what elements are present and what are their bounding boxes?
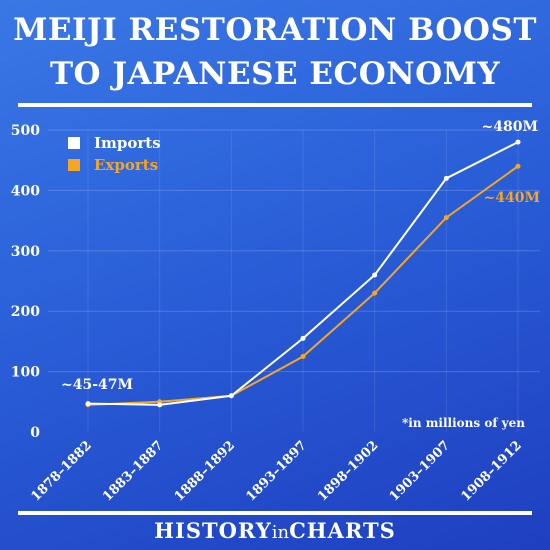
data-point-exports — [443, 215, 449, 221]
x-tick-label: 1893–1897 — [243, 438, 309, 504]
annotation-start: ~45-47M — [61, 377, 133, 393]
x-tick-label: 1903–1907 — [387, 438, 453, 504]
y-tick-label: 300 — [11, 244, 40, 260]
data-point-imports — [85, 401, 91, 407]
annotation-exports-end: ~440M — [484, 190, 540, 206]
y-tick-label: 500 — [11, 123, 40, 139]
legend-swatch-imports — [68, 137, 80, 149]
x-tick-label: 1898–1902 — [315, 438, 381, 504]
x-tick-label: 1883–1887 — [100, 438, 166, 504]
chart-title: MEIJI RESTORATION BOOST TO JAPANESE ECON… — [0, 8, 550, 96]
brand-part-3: CHARTS — [289, 518, 396, 543]
data-point-imports — [515, 139, 521, 145]
legend-item-imports: Imports — [68, 134, 161, 152]
data-point-exports — [515, 163, 521, 169]
chart-title-line-1: MEIJI RESTORATION BOOST — [13, 12, 537, 48]
brand-part-2: in — [271, 522, 290, 543]
legend-swatch-exports — [68, 159, 80, 171]
y-tick-label: 100 — [11, 365, 40, 381]
brand-logo: HISTORYinCHARTS — [0, 518, 550, 543]
units-note: *in millions of yen — [402, 416, 526, 430]
legend-label-exports: Exports — [94, 156, 159, 174]
data-point-exports — [372, 290, 378, 296]
x-tick-label: 1878–1882 — [28, 438, 94, 504]
brand-part-1: HISTORY — [154, 518, 272, 543]
y-tick-label: 200 — [11, 304, 40, 320]
annotation-imports-end: ~480M — [482, 119, 538, 135]
footer-divider — [18, 511, 532, 515]
data-point-imports — [228, 393, 234, 399]
x-tick-label: 1888–1892 — [172, 438, 238, 504]
data-point-imports — [300, 335, 306, 341]
data-point-exports — [300, 354, 306, 359]
legend-label-imports: Imports — [94, 134, 161, 152]
data-point-imports — [157, 402, 163, 408]
legend-item-exports: Exports — [68, 156, 158, 174]
data-point-imports — [443, 175, 449, 181]
chart-title-line-2: TO JAPANESE ECONOMY — [49, 56, 501, 92]
data-point-imports — [372, 272, 378, 278]
title-divider — [18, 103, 532, 107]
x-tick-label: 1908–1912 — [458, 438, 524, 504]
y-tick-label: 0 — [30, 425, 40, 441]
y-tick-label: 400 — [11, 183, 40, 199]
